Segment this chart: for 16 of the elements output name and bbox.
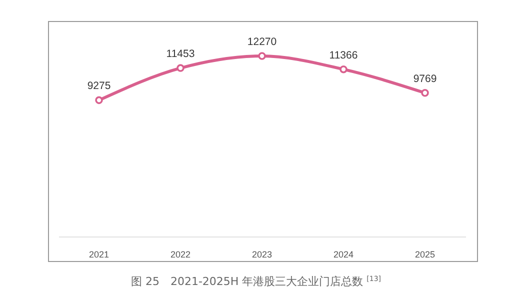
data-label: 9275 [87, 80, 111, 92]
data-label: 12270 [247, 36, 277, 48]
point [421, 89, 429, 97]
point [95, 96, 103, 104]
data-label: 9769 [413, 72, 437, 85]
x-tick-label: 2022 [170, 249, 191, 260]
data-label: 11366 [329, 49, 358, 62]
point [340, 65, 348, 74]
data-label: 11453 [166, 48, 195, 60]
point [176, 64, 184, 72]
x-tick-label: 2024 [333, 249, 354, 260]
text: 图 25 2021-2025H 年港股三大企业门店总数 $^{[13]}$ [130, 275, 382, 288]
point [258, 52, 266, 60]
x-tick-label: 2025 [414, 249, 436, 260]
x-tick-label: 2021 [88, 249, 110, 260]
x-tick-label: 2023 [252, 249, 272, 260]
